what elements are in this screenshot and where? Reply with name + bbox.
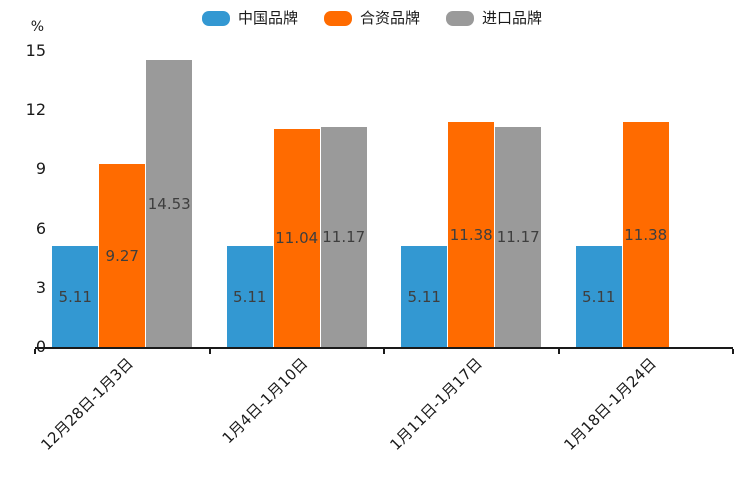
y-axis-unit-label: % (30, 19, 44, 35)
x-axis-tick (34, 349, 36, 354)
y-tick-label: 6 (35, 218, 46, 238)
bar-合资品牌-0 (99, 164, 146, 347)
legend-item-2[interactable]: 进口品牌 (446, 9, 542, 27)
y-tick-label: 9 (35, 159, 46, 179)
bar-value-label: 5.11 (582, 287, 616, 306)
legend-swatch-icon (201, 10, 230, 26)
bar-value-label: 5.11 (407, 287, 441, 306)
x-axis-tick (208, 349, 211, 354)
bar-中国品牌-2 (401, 246, 448, 347)
bar-value-label: 11.17 (322, 227, 366, 246)
legend-label: 中国品牌 (237, 9, 298, 27)
bar-合资品牌-3 (622, 122, 669, 347)
legend-label: 进口品牌 (482, 9, 543, 27)
bar-value-label: 9.27 (105, 246, 139, 265)
legend-swatch-icon (446, 10, 474, 26)
x-tick-label: 1月11日-1月17日 (385, 354, 486, 454)
bar-合资品牌-1 (273, 129, 320, 347)
bar-value-label: 11.04 (275, 229, 319, 248)
y-tick-label: 15 (25, 41, 46, 60)
bar-value-label: 11.38 (624, 225, 668, 244)
x-axis-tick (732, 349, 734, 354)
x-axis-tick (557, 349, 560, 354)
bar-进口品牌-2 (495, 126, 542, 347)
legend-item-1[interactable]: 合资品牌 (323, 9, 420, 27)
y-tick-label: 12 (25, 100, 46, 120)
bar-value-label: 5.11 (233, 287, 267, 306)
bar-进口品牌-1 (320, 126, 367, 347)
bar-中国品牌-0 (52, 246, 99, 347)
x-axis-tick (383, 349, 385, 354)
chart-legend: 中国品牌 合资品牌 进口品牌 (0, 8, 744, 28)
legend-label: 合资品牌 (359, 9, 420, 27)
bar-中国品牌-3 (575, 246, 622, 347)
bar-中国品牌-1 (226, 246, 273, 347)
x-axis-line (35, 347, 733, 349)
bar-value-label: 11.38 (449, 225, 493, 244)
bar-value-label: 11.17 (496, 227, 540, 246)
y-tick-label: 3 (35, 277, 46, 297)
bar-合资品牌-2 (448, 122, 495, 347)
x-tick-label: 1月18日-1月24日 (560, 354, 660, 454)
bar-进口品牌-0 (146, 60, 193, 347)
legend-item-0[interactable]: 中国品牌 (201, 9, 298, 27)
x-tick-label: 12月28日-1月3日 (36, 354, 137, 454)
y-tick-label: 0 (35, 337, 46, 356)
x-tick-label: 1月4日-1月10日 (218, 354, 311, 448)
bar-value-label: 14.53 (147, 194, 191, 213)
bar-value-label: 5.11 (58, 287, 92, 306)
legend-swatch-icon (323, 10, 352, 26)
